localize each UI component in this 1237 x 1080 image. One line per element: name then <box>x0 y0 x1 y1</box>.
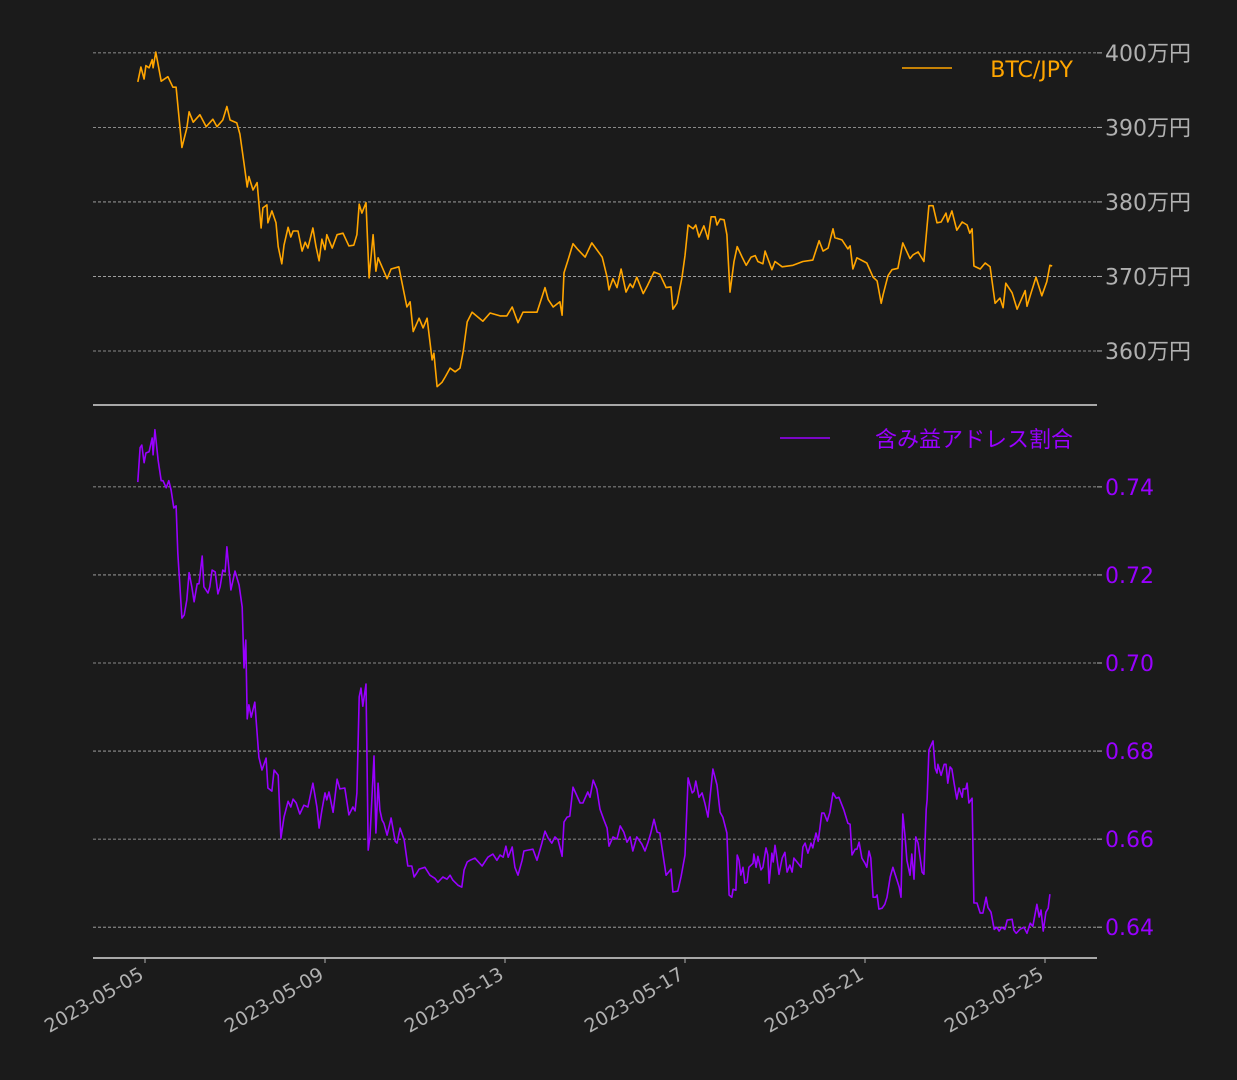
y-tick-label: 0.68 <box>1105 740 1154 765</box>
legend-label: 含み益アドレス割合 <box>875 428 1073 453</box>
y-tick-label: 0.66 <box>1105 828 1154 853</box>
y-tick-label: 400万円 <box>1105 42 1191 67</box>
x-tick-label: 2023-05-17 <box>581 963 688 1037</box>
y-tick-label: 0.70 <box>1105 652 1154 677</box>
y-tick-label: 0.64 <box>1105 916 1154 941</box>
y-tick-label: 0.72 <box>1105 564 1154 589</box>
y-tick-label: 390万円 <box>1105 116 1191 141</box>
x-axis: 2023-05-05 2023-05-09 2023-05-13 2023-05-17… <box>41 958 1048 1038</box>
profit-address-ratio-panel: 0.74 0.72 0.70 0.68 0.66 0.64 含み益アドレス割合 <box>93 428 1154 959</box>
btc-price-panel: 400万円 390万円 380万円 370万円 360万円 BTC/JPY <box>93 42 1191 406</box>
y-tick-label: 380万円 <box>1105 191 1191 216</box>
y-tick-label: 360万円 <box>1105 340 1191 365</box>
x-tick-label: 2023-05-05 <box>41 963 148 1037</box>
btc-series-line <box>137 51 1053 388</box>
x-tick-label: 2023-05-09 <box>221 963 328 1037</box>
y-tick-label: 0.74 <box>1105 476 1154 501</box>
y-tick-label: 370万円 <box>1105 265 1191 290</box>
x-tick-label: 2023-05-13 <box>401 963 508 1037</box>
x-tick-label: 2023-05-21 <box>761 963 868 1037</box>
x-tick-label: 2023-05-25 <box>941 963 1048 1037</box>
ratio-series-line <box>137 428 1051 935</box>
legend-label: BTC/JPY <box>990 58 1073 83</box>
